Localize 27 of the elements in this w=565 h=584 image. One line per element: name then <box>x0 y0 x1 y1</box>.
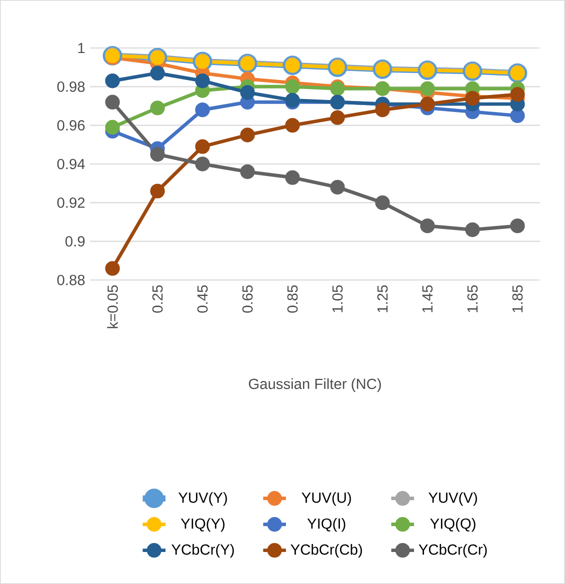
legend-label: YIQ(Y) <box>180 518 224 532</box>
legend-label: YUV(Y) <box>178 492 227 506</box>
y-tick-label: 0.92 <box>57 197 85 208</box>
x-tick-label: 0.85 <box>287 285 298 313</box>
legend-label: YIQ(I) <box>307 518 346 532</box>
x-tick-label: 0.25 <box>152 285 163 313</box>
y-tick-label: 0.98 <box>57 81 85 92</box>
legend-label: YCbCr(Y) <box>172 544 234 558</box>
x-tick-label: 1.25 <box>377 285 388 312</box>
legend-label: YCbCr(Cr) <box>418 544 487 558</box>
x-tick-label: 1.65 <box>467 285 478 312</box>
legend-label: YUV(V) <box>428 492 477 506</box>
y-tick-label: 0.88 <box>57 274 85 286</box>
y-tick-label: 1 <box>78 42 85 54</box>
x-tick-label: 1.45 <box>422 285 433 312</box>
y-tick-label: 0.94 <box>57 158 85 170</box>
legend-label: YIQ(Q) <box>430 518 476 532</box>
y-tick-label: 0.9 <box>65 236 85 247</box>
x-tick-label: k=0.05 <box>107 285 118 328</box>
x-tick-label: 0.45 <box>197 285 208 313</box>
legend-label: YUV(U) <box>302 492 351 506</box>
legend-label: YCbCr(Cb) <box>290 544 362 558</box>
x-tick-label: 1.85 <box>512 285 523 312</box>
x-axis-title: Gaussian Filter (NC) <box>248 378 381 392</box>
x-tick-label: 1.05 <box>332 285 343 312</box>
y-tick-label: 0.96 <box>57 120 85 131</box>
x-tick-label: 0.65 <box>242 285 253 313</box>
